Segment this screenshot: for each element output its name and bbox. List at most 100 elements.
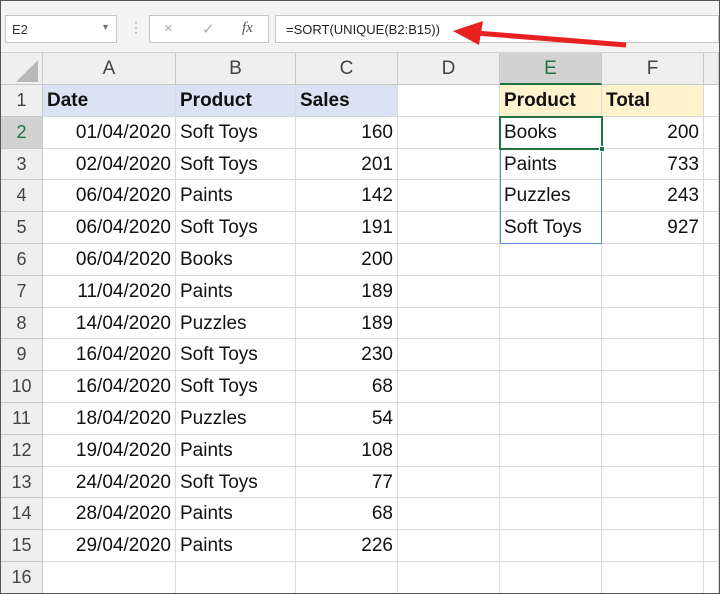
header-product[interactable]: Product xyxy=(176,85,296,117)
row-header-12[interactable]: 12 xyxy=(1,434,43,467)
cell[interactable] xyxy=(500,562,602,593)
date-cell[interactable]: 01/04/2020 xyxy=(43,116,176,149)
date-cell[interactable]: 18/04/2020 xyxy=(43,403,176,435)
row-header-8[interactable]: 8 xyxy=(1,307,43,340)
cell[interactable] xyxy=(704,244,719,276)
cell[interactable] xyxy=(704,180,719,213)
date-cell[interactable]: 24/04/2020 xyxy=(43,466,176,499)
header-sales[interactable]: Sales xyxy=(296,85,398,117)
date-cell[interactable]: 06/04/2020 xyxy=(43,180,176,213)
cell[interactable] xyxy=(602,498,704,531)
cell[interactable] xyxy=(398,339,500,372)
row-header-15[interactable]: 15 xyxy=(1,530,43,562)
cell[interactable] xyxy=(704,371,719,403)
select-all-triangle-icon[interactable] xyxy=(10,56,40,82)
product-cell[interactable]: Paints xyxy=(176,434,296,467)
cell[interactable] xyxy=(602,307,704,340)
cell[interactable] xyxy=(704,212,719,244)
product-cell[interactable]: Books xyxy=(176,244,296,276)
sales-cell[interactable]: 142 xyxy=(296,180,398,213)
header-date[interactable]: Date xyxy=(43,85,176,117)
row-header-7[interactable]: 7 xyxy=(1,275,43,308)
date-cell[interactable]: 06/04/2020 xyxy=(43,212,176,244)
cell[interactable] xyxy=(704,530,719,562)
cell[interactable] xyxy=(500,403,602,435)
date-cell[interactable]: 28/04/2020 xyxy=(43,498,176,531)
cell[interactable] xyxy=(500,498,602,531)
drag-handle-icon[interactable]: ⋮ xyxy=(129,19,143,35)
result-total-cell[interactable]: 243 xyxy=(602,180,704,213)
row-header-2[interactable]: 2 xyxy=(1,116,43,149)
row-header-5[interactable]: 5 xyxy=(1,212,43,244)
cell[interactable] xyxy=(602,562,704,593)
product-cell[interactable]: Paints xyxy=(176,275,296,308)
row-header-9[interactable]: 9 xyxy=(1,339,43,372)
cell[interactable] xyxy=(602,466,704,499)
sales-cell[interactable]: 77 xyxy=(296,466,398,499)
row-header-16[interactable]: 16 xyxy=(1,562,43,593)
cell[interactable] xyxy=(500,434,602,467)
row-header-4[interactable]: 4 xyxy=(1,180,43,213)
cell[interactable] xyxy=(398,116,500,149)
cell[interactable] xyxy=(602,434,704,467)
sales-cell[interactable]: 201 xyxy=(296,148,398,181)
formula-input[interactable]: =SORT(UNIQUE(B2:B15)) xyxy=(275,15,719,43)
row-header-13[interactable]: 13 xyxy=(1,466,43,499)
cell[interactable] xyxy=(398,148,500,181)
sales-cell[interactable]: 189 xyxy=(296,275,398,308)
chevron-down-icon[interactable]: ▼ xyxy=(101,22,110,32)
cell[interactable] xyxy=(296,562,398,593)
select-all-corner[interactable] xyxy=(1,53,43,85)
product-cell[interactable]: Soft Toys xyxy=(176,116,296,149)
cell[interactable] xyxy=(398,180,500,213)
date-cell[interactable]: 14/04/2020 xyxy=(43,307,176,340)
product-cell[interactable]: Soft Toys xyxy=(176,371,296,403)
cell[interactable] xyxy=(704,275,719,308)
result-total-cell[interactable]: 733 xyxy=(602,148,704,181)
cell[interactable] xyxy=(602,371,704,403)
date-cell[interactable]: 11/04/2020 xyxy=(43,275,176,308)
sales-cell[interactable]: 54 xyxy=(296,403,398,435)
row-header-1[interactable]: 1 xyxy=(1,85,43,117)
product-cell[interactable]: Soft Toys xyxy=(176,148,296,181)
cell[interactable] xyxy=(602,275,704,308)
product-cell[interactable]: Paints xyxy=(176,530,296,562)
cell[interactable] xyxy=(398,244,500,276)
cell[interactable] xyxy=(704,466,719,499)
name-box[interactable]: E2 ▼ xyxy=(5,15,117,43)
cell[interactable] xyxy=(500,371,602,403)
fill-handle[interactable] xyxy=(599,145,605,152)
column-header-g[interactable] xyxy=(704,53,719,85)
sales-cell[interactable]: 68 xyxy=(296,498,398,531)
date-cell[interactable]: 19/04/2020 xyxy=(43,434,176,467)
active-cell-selection[interactable] xyxy=(499,115,605,152)
cell[interactable] xyxy=(398,275,500,308)
cell[interactable] xyxy=(602,339,704,372)
cell[interactable] xyxy=(704,434,719,467)
cell[interactable] xyxy=(704,116,719,149)
product-cell[interactable]: Puzzles xyxy=(176,403,296,435)
sales-cell[interactable]: 200 xyxy=(296,244,398,276)
date-cell[interactable]: 29/04/2020 xyxy=(43,530,176,562)
product-cell[interactable]: Soft Toys xyxy=(176,466,296,499)
cell[interactable] xyxy=(398,307,500,340)
header-result-product[interactable]: Product xyxy=(500,85,602,117)
cell[interactable] xyxy=(500,466,602,499)
cell[interactable] xyxy=(500,339,602,372)
result-total-cell[interactable]: 200 xyxy=(602,116,704,149)
cell[interactable] xyxy=(398,562,500,593)
cell[interactable] xyxy=(500,244,602,276)
insert-function-icon[interactable]: fx xyxy=(242,20,253,36)
sales-cell[interactable]: 68 xyxy=(296,371,398,403)
cell[interactable] xyxy=(43,562,176,593)
cancel-icon[interactable]: × xyxy=(164,20,173,37)
cell[interactable] xyxy=(704,562,719,593)
product-cell[interactable]: Soft Toys xyxy=(176,339,296,372)
row-header-14[interactable]: 14 xyxy=(1,498,43,531)
header-result-total[interactable]: Total xyxy=(602,85,704,117)
cell[interactable] xyxy=(176,562,296,593)
row-header-10[interactable]: 10 xyxy=(1,371,43,403)
cell[interactable] xyxy=(398,403,500,435)
result-total-cell[interactable]: 927 xyxy=(602,212,704,244)
cell[interactable] xyxy=(704,148,719,181)
